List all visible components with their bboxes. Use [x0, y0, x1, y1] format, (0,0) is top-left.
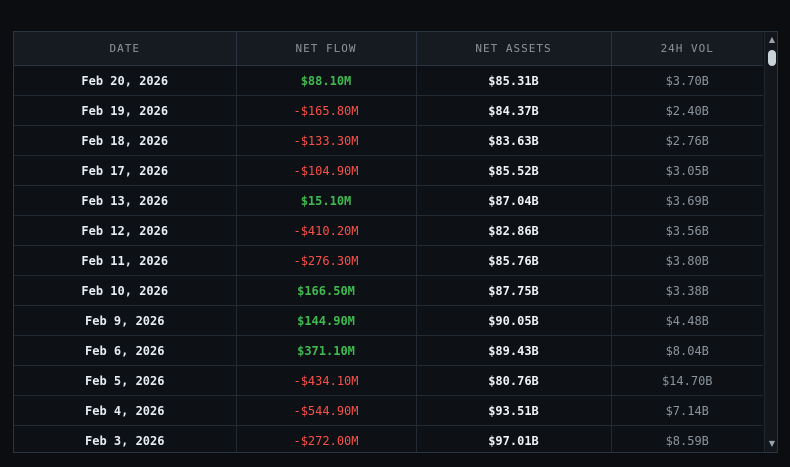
net-assets-cell: $87.04B: [416, 185, 612, 216]
table-row: Feb 9, 2026 $144.90M $90.05B $4.48B: [14, 305, 763, 336]
net-assets-cell: $84.37B: [416, 95, 612, 126]
vol-cell: $2.40B: [611, 95, 763, 126]
net-assets-cell: $85.31B: [416, 65, 612, 96]
table-row: Feb 3, 2026 -$272.00M $97.01B $8.59B: [14, 425, 763, 452]
net-assets-cell: $93.51B: [416, 395, 612, 426]
net-flow-cell: -$272.00M: [236, 425, 417, 452]
net-assets-cell: $90.05B: [416, 305, 612, 336]
net-flow-cell: -$410.20M: [236, 215, 417, 246]
date-cell: Feb 9, 2026: [14, 305, 237, 336]
net-assets-cell: $85.52B: [416, 155, 612, 186]
table-row: Feb 13, 2026 $15.10M $87.04B $3.69B: [14, 185, 763, 216]
date-cell: Feb 5, 2026: [14, 365, 237, 396]
net-flow-cell: $371.10M: [236, 335, 417, 366]
vol-cell: $8.04B: [611, 335, 763, 366]
net-flow-cell: $144.90M: [236, 305, 417, 336]
table-row: Feb 18, 2026 -$133.30M $83.63B $2.76B: [14, 125, 763, 156]
date-cell: Feb 17, 2026: [14, 155, 237, 186]
table-row: Feb 10, 2026 $166.50M $87.75B $3.38B: [14, 275, 763, 306]
net-assets-cell: $83.63B: [416, 125, 612, 156]
column-header-date[interactable]: DATE: [14, 32, 237, 66]
vol-cell: $14.70B: [611, 365, 763, 396]
net-flow-cell: -$165.80M: [236, 95, 417, 126]
date-cell: Feb 6, 2026: [14, 335, 237, 366]
vol-cell: $3.38B: [611, 275, 763, 306]
date-cell: Feb 12, 2026: [14, 215, 237, 246]
vol-cell: $4.48B: [611, 305, 763, 336]
column-header-24h-vol[interactable]: 24H VOL: [611, 32, 763, 66]
table-header-row: DATE NET FLOW NET ASSETS 24H VOL: [14, 32, 763, 66]
table-row: Feb 17, 2026 -$104.90M $85.52B $3.05B: [14, 155, 763, 186]
column-header-net-assets[interactable]: NET ASSETS: [416, 32, 612, 66]
date-cell: Feb 11, 2026: [14, 245, 237, 276]
net-assets-cell: $82.86B: [416, 215, 612, 246]
vertical-scrollbar[interactable]: ▲ ▼: [764, 32, 777, 452]
table-row: Feb 6, 2026 $371.10M $89.43B $8.04B: [14, 335, 763, 366]
net-assets-cell: $97.01B: [416, 425, 612, 452]
vol-cell: $3.05B: [611, 155, 763, 186]
scroll-thumb[interactable]: [768, 50, 776, 66]
column-header-net-flow[interactable]: NET FLOW: [236, 32, 417, 66]
net-assets-cell: $89.43B: [416, 335, 612, 366]
date-cell: Feb 19, 2026: [14, 95, 237, 126]
date-cell: Feb 20, 2026: [14, 65, 237, 96]
net-flow-cell: $15.10M: [236, 185, 417, 216]
net-flow-cell: -$434.10M: [236, 365, 417, 396]
date-cell: Feb 4, 2026: [14, 395, 237, 426]
net-assets-cell: $85.76B: [416, 245, 612, 276]
etf-flow-table-panel: DATE NET FLOW NET ASSETS 24H VOL Feb 20,…: [13, 31, 778, 453]
net-flow-cell: $88.10M: [236, 65, 417, 96]
scroll-down-icon[interactable]: ▼: [768, 439, 776, 448]
vol-cell: $3.80B: [611, 245, 763, 276]
vol-cell: $2.76B: [611, 125, 763, 156]
vol-cell: $3.70B: [611, 65, 763, 96]
table-row: Feb 19, 2026 -$165.80M $84.37B $2.40B: [14, 95, 763, 126]
table-row: Feb 11, 2026 -$276.30M $85.76B $3.80B: [14, 245, 763, 276]
etf-flow-table: DATE NET FLOW NET ASSETS 24H VOL Feb 20,…: [14, 32, 763, 452]
scroll-up-icon[interactable]: ▲: [768, 35, 776, 44]
vol-cell: $7.14B: [611, 395, 763, 426]
vol-cell: $3.69B: [611, 185, 763, 216]
date-cell: Feb 3, 2026: [14, 425, 237, 452]
net-flow-cell: -$104.90M: [236, 155, 417, 186]
net-flow-cell: -$133.30M: [236, 125, 417, 156]
table-row: Feb 12, 2026 -$410.20M $82.86B $3.56B: [14, 215, 763, 246]
table-row: Feb 5, 2026 -$434.10M $80.76B $14.70B: [14, 365, 763, 396]
table-row: Feb 4, 2026 -$544.90M $93.51B $7.14B: [14, 395, 763, 426]
date-cell: Feb 10, 2026: [14, 275, 237, 306]
net-flow-cell: $166.50M: [236, 275, 417, 306]
net-assets-cell: $80.76B: [416, 365, 612, 396]
vol-cell: $8.59B: [611, 425, 763, 452]
date-cell: Feb 18, 2026: [14, 125, 237, 156]
date-cell: Feb 13, 2026: [14, 185, 237, 216]
net-flow-cell: -$544.90M: [236, 395, 417, 426]
net-flow-cell: -$276.30M: [236, 245, 417, 276]
net-assets-cell: $87.75B: [416, 275, 612, 306]
table-row: Feb 20, 2026 $88.10M $85.31B $3.70B: [14, 65, 763, 96]
vol-cell: $3.56B: [611, 215, 763, 246]
